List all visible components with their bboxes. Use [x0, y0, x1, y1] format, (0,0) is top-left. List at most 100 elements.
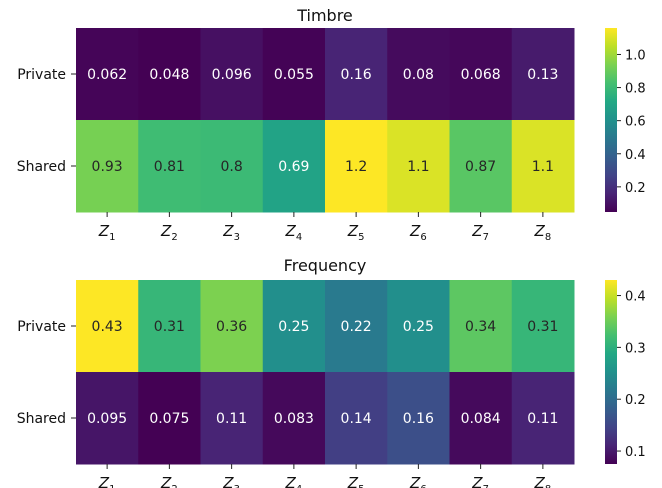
heatmap-cell	[262, 372, 326, 465]
colorbar-gradient	[605, 280, 617, 464]
heatmap-cell	[76, 28, 139, 121]
heatmap-cell	[449, 28, 513, 121]
heatmap-cell	[76, 280, 139, 373]
colorbar-tick-label: 0.6	[625, 115, 646, 130]
colorbar-tick-label: 0.1	[625, 445, 646, 460]
cell-value-label: 0.08	[403, 67, 434, 83]
heatmap-cell	[138, 372, 201, 465]
cell-value-label: 0.81	[154, 159, 185, 175]
cell-value-label: 0.87	[465, 159, 496, 175]
colorbar-ticks: 0.2 0.4 0.6 0.8 1.0	[617, 48, 646, 196]
colorbar-tick-label: 0.2	[625, 393, 646, 408]
heatmap-cell	[325, 372, 388, 465]
heatmap-cell	[138, 120, 201, 213]
colorbar-tick-label: 0.8	[625, 82, 646, 97]
cell-value-label: 0.13	[527, 67, 558, 83]
cell-value-label: 1.1	[407, 159, 429, 175]
column-label: Z7	[471, 474, 489, 488]
cell-value-label: 0.095	[87, 411, 127, 427]
heatmap-cell	[511, 28, 575, 121]
row-labels: Private Shared	[17, 319, 76, 427]
column-label: Z5	[347, 474, 365, 488]
row-label: Shared	[17, 411, 66, 427]
column-label: Z2	[160, 222, 178, 243]
colorbar-tick-label: 1.0	[625, 48, 646, 63]
cell-value-label: 0.69	[278, 159, 309, 175]
heatmap-cell	[387, 120, 450, 213]
colorbar-tick-label: 0.2	[625, 181, 646, 196]
heatmap-cell	[387, 280, 450, 373]
column-label: Z6	[409, 474, 427, 488]
cell-value-label: 0.11	[527, 411, 558, 427]
column-label: Z8	[534, 474, 552, 488]
heatmap-cell	[262, 280, 326, 373]
cell-value-label: 0.048	[149, 67, 189, 83]
colorbar: 0.2 0.4 0.6 0.8 1.0	[605, 28, 646, 212]
panel-title-timbre: Timbre	[296, 6, 353, 25]
column-label: Z1	[98, 222, 116, 243]
cell-value-label: 0.8	[220, 159, 242, 175]
column-label: Z1	[98, 474, 116, 488]
column-labels: Z1 Z2 Z3 Z4 Z5 Z6 Z7 Z8	[98, 212, 551, 243]
heatmap-cell	[387, 28, 450, 121]
column-labels: Z1 Z2 Z3 Z4 Z5 Z6 Z7 Z8	[98, 464, 551, 488]
heatmap-cells: 0.43 0.31 0.36 0.25 0.22 0.25 0.34 0.31 0.095 0.0…	[76, 280, 575, 465]
heatmap-cell	[200, 280, 264, 373]
row-label: Private	[17, 319, 66, 335]
column-label: Z4	[285, 222, 303, 243]
cell-value-label: 0.36	[216, 319, 247, 335]
cell-value-label: 0.25	[403, 319, 434, 335]
heatmap-cell	[262, 120, 326, 213]
cell-value-label: 1.2	[345, 159, 367, 175]
cell-value-label: 0.31	[527, 319, 558, 335]
row-labels: Private Shared	[17, 67, 76, 175]
cell-value-label: 1.1	[532, 159, 554, 175]
heatmap-cell	[325, 280, 388, 373]
heatmap-cell	[387, 372, 450, 465]
colorbar-tick-label: 0.4	[625, 290, 646, 305]
heatmap-cell	[138, 280, 201, 373]
heatmap-cell	[511, 120, 575, 213]
column-label: Z2	[160, 474, 178, 488]
column-label: Z3	[222, 222, 240, 243]
column-label: Z4	[285, 474, 303, 488]
row-label: Shared	[17, 159, 66, 175]
heatmap-cell	[200, 28, 264, 121]
cell-value-label: 0.068	[461, 67, 501, 83]
cell-value-label: 0.083	[274, 411, 314, 427]
cell-value-label: 0.062	[87, 67, 127, 83]
cell-value-label: 0.22	[341, 319, 372, 335]
row-label: Private	[17, 67, 66, 83]
colorbar-tick-label: 0.4	[625, 148, 646, 163]
heatmap-cell	[511, 280, 575, 373]
cell-value-label: 0.11	[216, 411, 247, 427]
cell-value-label: 0.084	[461, 411, 501, 427]
panel-title-frequency: Frequency	[284, 256, 367, 275]
heatmap-panel-timbre: Timbre 0.062 0.048 0.096 0.055 0.16 0.08 0.068…	[17, 6, 646, 243]
heatmap-panel-frequency: Frequency 0.43 0.31 0.36 0.25 0.22 0.25 0.34 0.…	[17, 256, 646, 488]
colorbar-gradient	[605, 28, 617, 212]
heatmap-cell	[449, 120, 513, 213]
heatmap-cell	[262, 28, 326, 121]
cell-value-label: 0.16	[341, 67, 372, 83]
heatmap-cell	[325, 120, 388, 213]
column-label: Z3	[222, 474, 240, 488]
cell-value-label: 0.31	[154, 319, 185, 335]
colorbar-tick-label: 0.3	[625, 341, 646, 356]
colorbar: 0.1 0.2 0.3 0.4	[605, 280, 646, 464]
heatmap-cells: 0.062 0.048 0.096 0.055 0.16 0.08 0.068 0.13 0.9…	[76, 28, 575, 213]
heatmap-cell	[76, 372, 139, 465]
cell-value-label: 0.34	[465, 319, 496, 335]
cell-value-label: 0.055	[274, 67, 314, 83]
column-label: Z7	[471, 222, 489, 243]
colorbar-ticks: 0.1 0.2 0.3 0.4	[617, 290, 646, 460]
cell-value-label: 0.43	[92, 319, 123, 335]
cell-value-label: 0.075	[149, 411, 189, 427]
column-label: Z8	[534, 222, 552, 243]
heatmap-cell	[200, 120, 264, 213]
cell-value-label: 0.096	[212, 67, 252, 83]
cell-value-label: 0.16	[403, 411, 434, 427]
column-label: Z5	[347, 222, 365, 243]
heatmap-cell	[511, 372, 575, 465]
